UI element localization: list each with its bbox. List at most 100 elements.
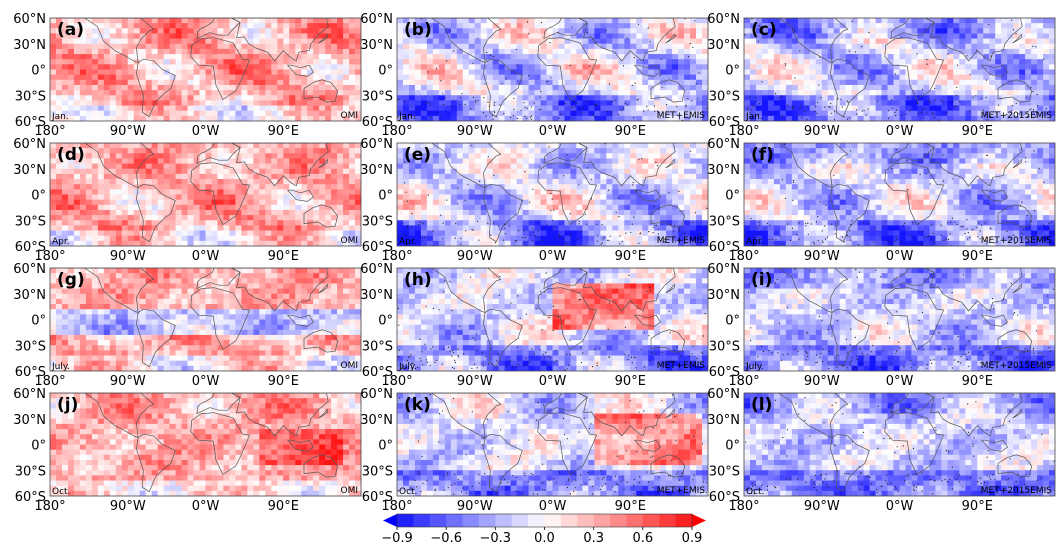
month-label: Jan. bbox=[745, 112, 763, 122]
x-tick-label: 0°W bbox=[886, 249, 914, 264]
anomaly-field bbox=[397, 268, 708, 371]
x-tick-label: 90°E bbox=[615, 374, 646, 389]
x-tick-label: 180° bbox=[728, 124, 759, 139]
y-tick-label: 30°N bbox=[13, 38, 46, 53]
y-tick-label: 60°N bbox=[707, 262, 740, 277]
anomaly-field bbox=[397, 18, 708, 121]
x-tick-label: 0°W bbox=[192, 499, 220, 514]
y-tick-label: 0° bbox=[725, 439, 740, 454]
panel-letter: (a) bbox=[57, 20, 84, 40]
colorbar-segment bbox=[462, 514, 480, 527]
x-tick-label: 180° bbox=[34, 499, 65, 514]
y-tick-label: 0° bbox=[378, 189, 393, 204]
colorbar-tick-label: 0.0 bbox=[534, 531, 555, 542]
x-tick-label: 180° bbox=[34, 249, 65, 264]
x-tick-label: 90°W bbox=[804, 249, 840, 264]
x-tick-label: 0°W bbox=[192, 374, 220, 389]
y-tick-label: 30°N bbox=[360, 288, 393, 303]
x-tick-label: 180° bbox=[728, 249, 759, 264]
panel-letter: (h) bbox=[404, 270, 432, 290]
colorbar-segment bbox=[413, 514, 431, 527]
y-tick-label: 30°N bbox=[707, 163, 740, 178]
anomaly-field bbox=[50, 393, 361, 496]
y-tick-label: 0° bbox=[725, 64, 740, 79]
coastlines bbox=[410, 393, 686, 493]
y-tick-label: 60°N bbox=[360, 262, 393, 277]
y-tick-label: 60°N bbox=[707, 387, 740, 402]
source-label: OMI bbox=[340, 361, 358, 371]
map-frame bbox=[743, 17, 1056, 122]
colorbar-segment bbox=[560, 514, 578, 527]
y-tick-label: 0° bbox=[725, 314, 740, 329]
x-tick-label: 0°W bbox=[886, 374, 914, 389]
y-tick-label: 30°N bbox=[13, 163, 46, 178]
y-tick-label: 60°S bbox=[15, 240, 46, 255]
month-label: July. bbox=[51, 362, 70, 372]
x-tick-label: 0°W bbox=[539, 124, 567, 139]
anomaly-field bbox=[50, 18, 361, 121]
anomaly-field bbox=[744, 143, 1055, 246]
source-label: MET+EMIS bbox=[657, 486, 706, 496]
source-label: MET+EMIS bbox=[657, 236, 706, 246]
source-label: OMI bbox=[340, 236, 358, 246]
x-tick-label: 90°W bbox=[457, 249, 493, 264]
map-panel-i: (i) July. MET+2015EMIS 60°N 30°N 0° 30°S 60°S18… bbox=[707, 262, 1056, 389]
coastlines bbox=[63, 18, 339, 118]
x-tick-label: 90°E bbox=[615, 499, 646, 514]
y-tick-label: 30°S bbox=[362, 89, 393, 104]
source-label: MET+2015EMIS bbox=[981, 361, 1053, 371]
source-label: MET+2015EMIS bbox=[981, 486, 1053, 496]
x-tick-label: 180° bbox=[34, 124, 65, 139]
anomaly-field bbox=[744, 268, 1055, 371]
x-tick-label: 90°E bbox=[962, 499, 993, 514]
panel-letter: (j) bbox=[57, 395, 78, 415]
colorbar-tick-label: 0.3 bbox=[583, 531, 604, 542]
x-tick-label: 90°W bbox=[804, 374, 840, 389]
y-tick-label: 60°N bbox=[13, 12, 46, 27]
y-tick-label: 30°S bbox=[709, 339, 740, 354]
stippling bbox=[744, 18, 1047, 121]
x-tick-label: 90°W bbox=[804, 124, 840, 139]
x-tick-label: 90°E bbox=[268, 499, 299, 514]
month-label: Oct. bbox=[52, 487, 70, 497]
x-tick-label: 0°W bbox=[539, 249, 567, 264]
source-label: MET+EMIS bbox=[657, 111, 706, 121]
y-tick-label: 30°S bbox=[709, 89, 740, 104]
colorbar-segment bbox=[528, 514, 545, 527]
y-tick-label: 60°S bbox=[709, 365, 740, 380]
x-tick-label: 90°W bbox=[457, 124, 493, 139]
y-tick-label: 0° bbox=[378, 439, 393, 454]
y-tick-label: 60°S bbox=[362, 115, 393, 130]
y-tick-label: 0° bbox=[31, 64, 46, 79]
y-tick-label: 60°S bbox=[15, 365, 46, 380]
x-tick-label: 0°W bbox=[539, 374, 567, 389]
x-tick-label: 180° bbox=[728, 499, 759, 514]
month-label: July. bbox=[398, 362, 417, 372]
source-label: MET+2015EMIS bbox=[981, 111, 1053, 121]
x-tick-label: 90°W bbox=[804, 499, 840, 514]
coastlines bbox=[63, 268, 339, 368]
colorbar-segment bbox=[446, 514, 464, 527]
y-tick-label: 60°N bbox=[707, 12, 740, 27]
y-tick-label: 30°N bbox=[360, 38, 393, 53]
panel-letter: (l) bbox=[751, 395, 772, 415]
y-tick-label: 60°N bbox=[360, 12, 393, 27]
x-tick-label: 180° bbox=[728, 374, 759, 389]
y-tick-label: 30°N bbox=[360, 413, 393, 428]
x-tick-label: 180° bbox=[381, 249, 412, 264]
y-tick-label: 60°S bbox=[15, 490, 46, 505]
colorbar-segment bbox=[642, 514, 660, 527]
y-tick-label: 60°N bbox=[13, 387, 46, 402]
y-tick-label: 60°S bbox=[709, 240, 740, 255]
colorbar-segment bbox=[675, 514, 693, 527]
panel-letter: (i) bbox=[751, 270, 772, 290]
panel-letter: (k) bbox=[404, 395, 431, 415]
stippling bbox=[745, 268, 1054, 370]
colorbar-segment bbox=[610, 514, 627, 527]
map-frame bbox=[49, 142, 362, 247]
coastlines bbox=[757, 393, 1033, 493]
